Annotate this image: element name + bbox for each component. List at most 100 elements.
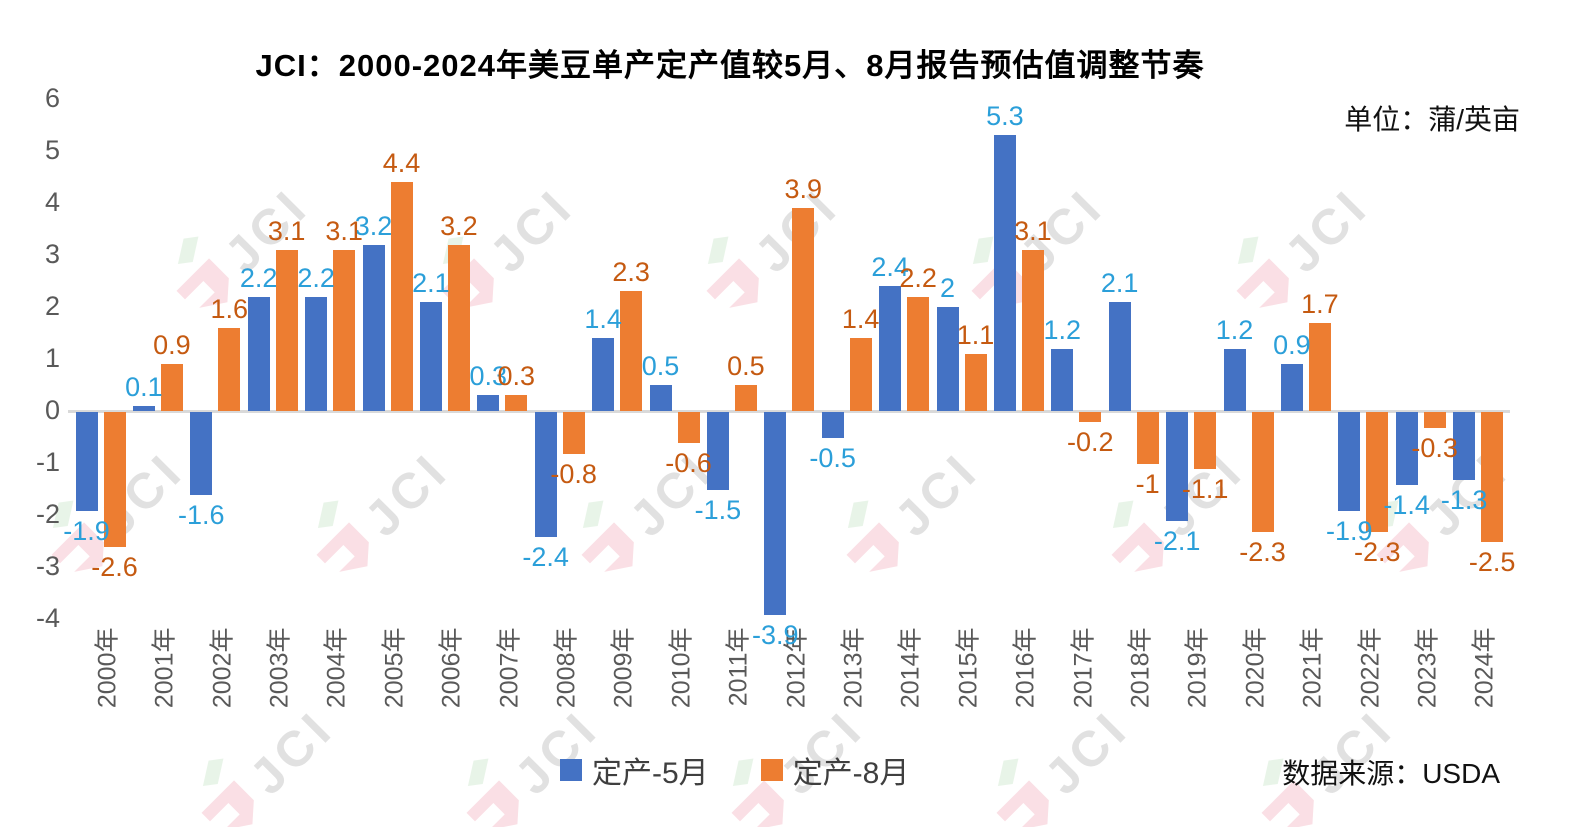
value-label: 2.2	[297, 262, 335, 293]
value-label: 3.1	[325, 215, 363, 246]
value-label: -0.3	[1411, 432, 1458, 463]
value-label: 3.9	[784, 174, 823, 205]
value-label: 1.2	[1215, 314, 1254, 345]
x-axis-label: 2018年	[1126, 627, 1155, 709]
value-label: 0.5	[641, 351, 680, 381]
y-axis-tick: 2	[44, 291, 60, 321]
value-label: 2.1	[412, 267, 450, 298]
x-axis-label: 2021年	[1298, 627, 1327, 709]
bar-定产-8月-2007年	[505, 395, 528, 411]
x-axis-label: 2007年	[495, 627, 523, 709]
bar-定产-8月-2002年	[218, 327, 241, 411]
bar-定产-8月-2003年	[275, 249, 298, 411]
y-axis-tick: 1	[44, 343, 60, 373]
value-label: 2.3	[612, 257, 650, 288]
y-axis-tick: 5	[44, 135, 60, 165]
bar-定产-5月-2013年	[821, 412, 844, 438]
value-label: -2.5	[1468, 547, 1516, 577]
bar-定产-8月-2009年	[620, 291, 643, 411]
x-axis-label: 2009年	[609, 627, 638, 709]
bar-定产-5月-2023年	[1395, 412, 1418, 485]
value-label: 2	[939, 273, 956, 303]
x-axis-label: 2006年	[437, 627, 466, 709]
value-label: -1.5	[694, 495, 742, 525]
bar-定产-8月-2013年	[849, 338, 872, 411]
bar-定产-5月-2011年	[706, 412, 729, 490]
x-axis-label: 2003年	[265, 627, 294, 709]
x-axis-label: 2020年	[1241, 627, 1270, 709]
value-label: -1.9	[1326, 515, 1373, 546]
legend-swatch-may	[560, 759, 582, 781]
value-label: 1.4	[584, 304, 622, 335]
unit-label: 单位：蒲/英亩	[1344, 104, 1520, 135]
bar-定产-8月-2017年	[1079, 412, 1102, 423]
y-axis-tick: 3	[44, 239, 60, 269]
bar-定产-8月-2005年	[390, 182, 413, 411]
x-axis-label: 2013年	[839, 627, 868, 709]
x-axis-label: 2014年	[896, 627, 925, 709]
y-axis-tick: -4	[35, 603, 60, 633]
value-label: 3.2	[354, 210, 393, 241]
bar-定产-5月-2018年	[1108, 301, 1131, 411]
bar-定产-8月-2023年	[1423, 412, 1446, 428]
value-label: -0.6	[665, 448, 712, 479]
bar-定产-8月-2024年	[1481, 412, 1504, 542]
value-label: -2.1	[1153, 526, 1201, 557]
x-axis-label: 2016年	[1011, 627, 1040, 709]
bar-定产-5月-2019年	[1166, 412, 1189, 522]
bar-定产-8月-2020年	[1251, 412, 1274, 532]
value-label: -2.4	[522, 541, 569, 572]
bar-定产-5月-2012年	[764, 412, 787, 615]
bar-定产-5月-2020年	[1223, 348, 1246, 411]
x-axis-label: 2010年	[667, 627, 696, 709]
legend-label-aug: 定产-8月	[792, 757, 910, 790]
bar-定产-8月-2019年	[1194, 412, 1217, 470]
bar-定产-5月-2024年	[1453, 412, 1476, 480]
value-label: 5.3	[986, 101, 1024, 132]
value-label: -3.9	[752, 619, 799, 650]
x-axis-label: 2008年	[552, 627, 581, 709]
bar-定产-8月-2004年	[333, 249, 356, 411]
y-axis-tick: 0	[44, 395, 60, 425]
bar-定产-5月-2008年	[534, 412, 557, 537]
x-axis-label: 2022年	[1356, 627, 1384, 709]
value-label: 0.9	[153, 330, 191, 361]
value-label: -1	[1135, 469, 1160, 499]
value-label: 2.1	[1100, 267, 1139, 298]
value-label: 0.1	[125, 371, 163, 402]
y-axis-tick: -1	[35, 447, 60, 477]
bar-定产-5月-2007年	[477, 395, 500, 411]
legend-item-may: 定产-5月	[560, 748, 709, 792]
x-axis-label: 2017年	[1069, 627, 1097, 709]
bar-定产-8月-2018年	[1136, 412, 1159, 464]
value-label: -2.6	[91, 552, 138, 583]
y-axis-tick: 6	[44, 83, 60, 113]
bar-定产-5月-2014年	[879, 286, 902, 411]
value-label: 1.4	[841, 304, 880, 335]
value-label: -1.1	[1181, 474, 1229, 505]
value-label: -1.6	[178, 500, 225, 531]
bar-定产-8月-2014年	[907, 296, 930, 411]
value-label: -1.3	[1440, 484, 1488, 515]
legend-swatch-aug	[760, 759, 783, 781]
legend-label-may: 定产-5月	[592, 757, 709, 790]
bar-定产-8月-2010年	[677, 412, 700, 444]
value-label: 1.1	[956, 319, 995, 350]
chart-title: JCI：2000-2024年美豆单产定产值较5月、8月报告预估值调整节奏	[255, 48, 1205, 83]
bar-定产-8月-2000年	[103, 412, 126, 548]
value-label: 3.1	[1014, 215, 1052, 246]
value-label: 0.9	[1273, 330, 1311, 361]
value-label: 0.3	[497, 361, 536, 392]
bar-定产-5月-2009年	[592, 338, 615, 411]
value-label: 2.2	[239, 262, 278, 293]
source-label: 数据来源：USDA	[1282, 758, 1500, 789]
bar-定产-5月-2010年	[649, 385, 672, 411]
value-label: -0.8	[550, 458, 597, 489]
bar-定产-5月-2001年	[132, 405, 155, 411]
value-label: 0.3	[469, 361, 508, 392]
value-label: -0.5	[809, 443, 856, 473]
zero-axis-line	[68, 410, 1510, 413]
value-label: 4.4	[382, 148, 421, 179]
value-label: 3.1	[267, 215, 306, 246]
